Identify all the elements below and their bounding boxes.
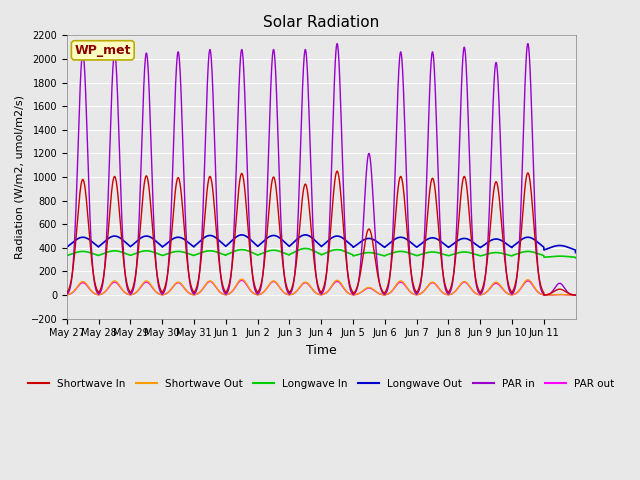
Y-axis label: Radiation (W/m2, umol/m2/s): Radiation (W/m2, umol/m2/s) xyxy=(15,95,25,259)
X-axis label: Time: Time xyxy=(306,344,337,357)
Text: WP_met: WP_met xyxy=(74,44,131,57)
Title: Solar Radiation: Solar Radiation xyxy=(263,15,380,30)
Legend: Shortwave In, Shortwave Out, Longwave In, Longwave Out, PAR in, PAR out: Shortwave In, Shortwave Out, Longwave In… xyxy=(24,374,619,393)
